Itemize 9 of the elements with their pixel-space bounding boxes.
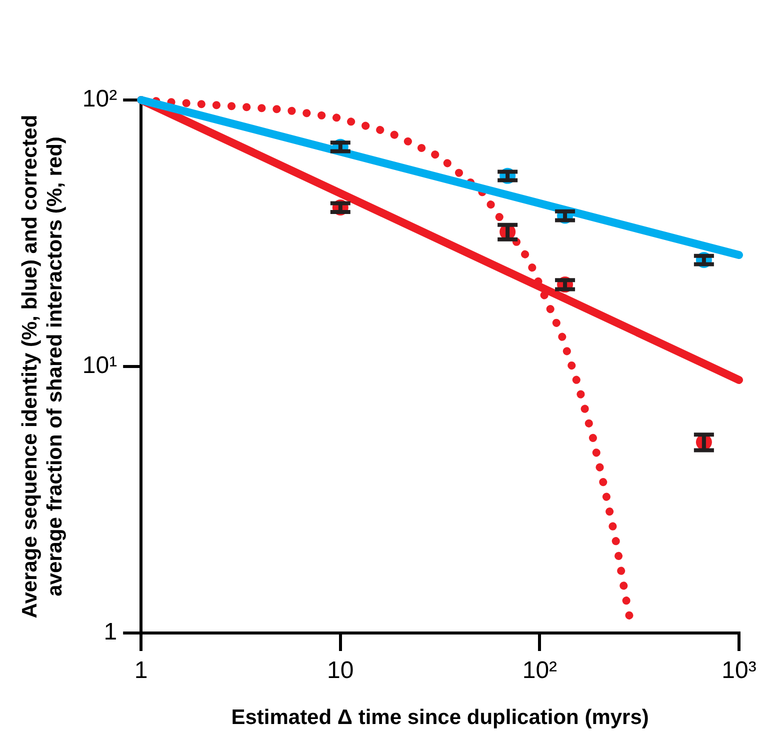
x-tick-label: 10: [327, 657, 354, 684]
x-tick-label: 1: [134, 657, 148, 684]
x-tick-label: 10²: [522, 657, 558, 684]
y-tick-label: 10¹: [82, 352, 118, 380]
x-axis-title: Estimated Δ time since duplication (myrs): [231, 706, 649, 730]
x-tick-label: 10³: [722, 657, 756, 684]
y-tick-label: 10²: [82, 86, 118, 113]
y-tick-label: 1: [104, 618, 118, 646]
y-axis-title: Average sequence identity (%, blue) and corrected average fraction of shared interactors (%, red): [18, 114, 67, 618]
